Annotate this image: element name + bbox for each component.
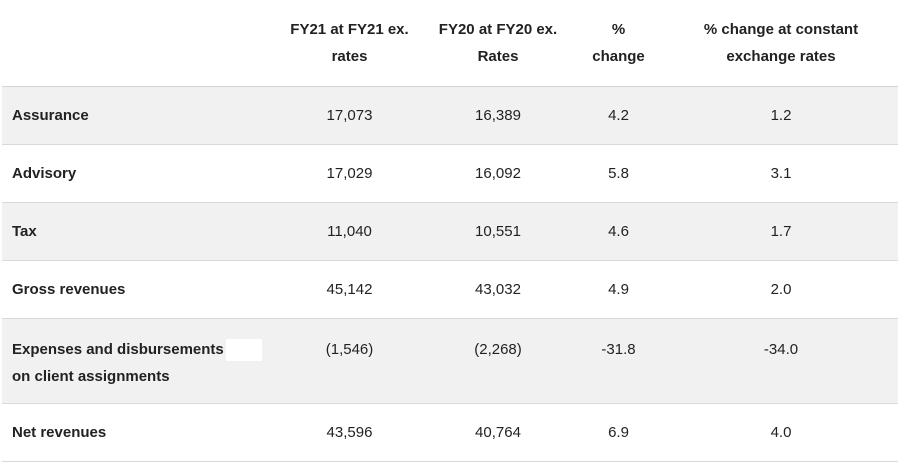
cell-pct: 4.9 [608,281,629,298]
cell-pct: 5.8 [608,165,629,182]
header-fy20-line1: FY20 at FY20 ex. [438,21,558,38]
header-const-line2: exchange rates [726,48,836,65]
cell-fy21: 45,142 [326,281,373,298]
table-row: Net revenues 43,596 40,764 6.9 4.0 [2,404,898,462]
row-label-line2-a: on client [12,368,74,385]
row-label: Assurance [12,107,89,124]
cell-fy21: 11,040 [327,223,372,240]
cell-fy21: (1,546) [325,341,374,358]
cell-pct-const: 3.1 [770,165,792,182]
row-label: Tax [12,223,37,240]
cell-pct: 6.9 [608,424,629,441]
header-pct-line2: change [592,48,645,65]
table-row: Assurance 17,073 16,389 4.2 1.2 [2,87,898,145]
cell-pct: 4.6 [608,223,629,240]
header-const-line1: % change at constant [703,21,859,38]
header-fy21-line1: FY21 at FY21 ex. [290,21,409,38]
row-label-line2: on client assignments [12,363,276,390]
cell-fy21: 43,596 [326,424,373,441]
table-row: Expenses and disbursements on client ass… [2,319,898,404]
cell-pct: -31.8 [601,341,636,358]
cell-pct-const: 4.0 [770,424,792,441]
cell-pct-const: 2.0 [770,281,792,298]
cell-fy20: 10,551 [475,223,521,240]
cell-fy20: 16,389 [475,107,521,124]
header-fy20: FY20 at FY20 ex. Rates [423,16,573,70]
row-label: Gross revenues [12,281,126,298]
redaction-mask [225,339,262,362]
row-label: Advisory [12,165,77,182]
cell-fy21: 17,073 [326,107,373,124]
cell-fy20: 40,764 [475,424,521,441]
header-pct-line1: % [611,21,626,38]
cell-pct-const: -34.0 [763,341,799,358]
table-row: Gross revenues 45,142 43,032 4.9 2.0 [2,261,898,319]
cell-pct: 4.2 [608,107,629,124]
table-header-row: FY21 at FY21 ex. rates FY20 at FY20 ex. … [2,0,898,87]
row-label-line1-text: Expenses and disbursements [12,341,224,358]
header-fy21: FY21 at FY21 ex. rates [276,16,423,70]
row-label-line1: Expenses and disbursements [12,336,276,363]
cell-fy20: 43,032 [475,281,521,298]
header-pct-constant: % change at constant exchange rates [664,16,898,70]
header-pct-change: % change [573,16,664,70]
header-fy21-line2: rates [331,48,368,65]
row-label: Expenses and disbursements on client ass… [2,319,276,390]
row-label-line2-b: assignments [77,368,170,385]
row-label: Net revenues [12,424,107,441]
header-fy20-line2: Rates [477,48,519,65]
cell-pct-const: 1.2 [770,107,792,124]
cell-fy20: (2,268) [474,341,522,358]
cell-fy21: 17,029 [326,165,373,182]
cell-fy20: 16,092 [475,165,521,182]
table-row: Tax 11,040 10,551 4.6 1.7 [2,203,898,261]
table-row: Advisory 17,029 16,092 5.8 3.1 [2,145,898,203]
cell-pct-const: 1.7 [770,223,792,240]
